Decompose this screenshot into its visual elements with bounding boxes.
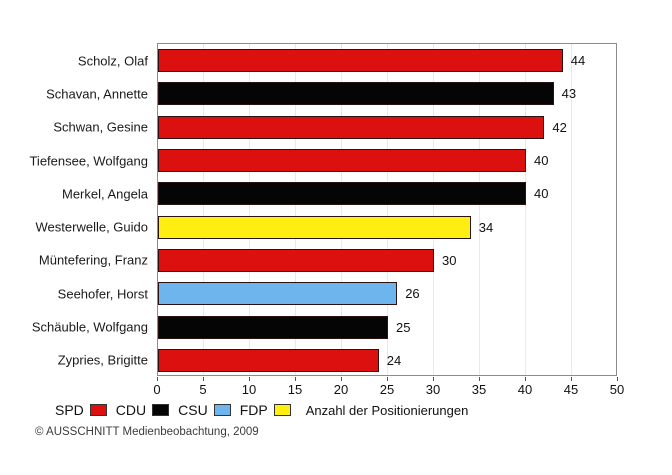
bar <box>158 248 434 272</box>
x-tick-mark <box>479 377 480 381</box>
x-tick-mark <box>203 377 204 381</box>
category-label: Schavan, Annette <box>46 86 148 102</box>
x-tick-label: 0 <box>153 382 161 397</box>
x-axis-title: Anzahl der Positionierungen <box>305 403 469 418</box>
legend-label: CDU <box>115 402 147 418</box>
bar-row: Schavan, Annette 43 <box>46 77 616 110</box>
bar-row: Schäuble, Wolfgang 25 <box>32 310 616 343</box>
x-tick-label: 15 <box>287 382 303 397</box>
bar-row: Schwan, Gesine 42 <box>53 111 616 144</box>
bar <box>158 115 545 139</box>
bar-value-label: 42 <box>552 119 567 135</box>
legend-label: CSU <box>178 402 208 418</box>
x-tick-mark <box>571 377 572 381</box>
bar <box>158 315 388 339</box>
legend-item: FDP <box>240 402 291 418</box>
x-tick-mark <box>387 377 388 381</box>
bar-row: Westerwelle, Guido 34 <box>36 210 616 243</box>
x-tick-label: 35 <box>471 382 487 397</box>
legend: SPD CDU CSU FDP <box>55 402 291 418</box>
x-tick-label: 40 <box>517 382 533 397</box>
copyright-note: © AUSSCHNITT Medienbeobachtung, 2009 <box>35 426 259 438</box>
bar-value-label: 26 <box>405 286 420 302</box>
category-label: Schwan, Gesine <box>53 119 148 135</box>
bar-value-label: 24 <box>386 352 402 368</box>
bar-row: Tiefensee, Wolfgang 40 <box>29 144 616 177</box>
bar-row: Zypries, Brigitte 24 <box>58 344 616 377</box>
category-label: Seehofer, Horst <box>57 286 148 302</box>
bar-value-label: 25 <box>396 319 411 335</box>
x-tick-mark <box>249 377 250 381</box>
x-tick-label: 5 <box>199 382 207 397</box>
bar <box>158 82 554 106</box>
bar-row: Merkel, Angela 40 <box>62 177 616 210</box>
x-tick-mark <box>617 377 618 381</box>
plot-area: Scholz, Olaf 44 Schavan, Annette 43 Schwan, … <box>29 43 617 377</box>
x-tick-mark <box>341 377 342 381</box>
legend-color-swatch <box>213 404 231 416</box>
legend-label: FDP <box>239 402 268 418</box>
bar-row: Müntefering, Franz 30 <box>39 244 616 277</box>
category-label: Schäuble, Wolfgang <box>31 319 148 335</box>
x-tick-mark <box>433 377 434 381</box>
x-tick-label: 45 <box>563 382 579 397</box>
x-tick-label: 50 <box>609 382 625 397</box>
x-tick-mark <box>525 377 526 381</box>
category-label: Westerwelle, Guido <box>35 219 148 235</box>
bar <box>158 348 379 372</box>
bar-value-label: 40 <box>534 186 549 202</box>
legend-item: CSU <box>178 402 231 418</box>
category-label: Tiefensee, Wolfgang <box>29 153 148 169</box>
legend-item: SPD <box>55 402 107 418</box>
category-label: Scholz, Olaf <box>77 53 148 69</box>
x-tick-label: 30 <box>425 382 441 397</box>
x-tick-mark <box>295 377 296 381</box>
bar-value-label: 34 <box>478 219 494 235</box>
bar <box>158 215 471 239</box>
bar-value-label: 44 <box>570 53 586 69</box>
bar-row: Seehofer, Horst 26 <box>58 277 616 310</box>
category-label: Zypries, Brigitte <box>57 352 148 368</box>
bar <box>158 182 526 206</box>
category-label: Müntefering, Franz <box>38 252 148 268</box>
bar <box>158 149 526 173</box>
legend-color-swatch <box>152 404 170 416</box>
x-tick-mark <box>157 377 158 381</box>
bar <box>158 49 563 73</box>
legend-color-swatch <box>89 404 107 416</box>
x-tick-label: 20 <box>333 382 349 397</box>
category-label: Merkel, Angela <box>62 186 148 202</box>
bar-value-label: 40 <box>534 153 549 169</box>
bar <box>158 282 398 306</box>
bar-value-label: 43 <box>561 86 577 102</box>
x-tick-label: 25 <box>379 382 395 397</box>
bar-row: Scholz, Olaf 44 <box>78 44 616 77</box>
legend-color-swatch <box>273 404 291 416</box>
bar-value-label: 30 <box>442 252 457 268</box>
legend-item: CDU <box>115 402 170 418</box>
legend-label: SPD <box>55 402 84 418</box>
x-tick-label: 10 <box>241 382 257 397</box>
